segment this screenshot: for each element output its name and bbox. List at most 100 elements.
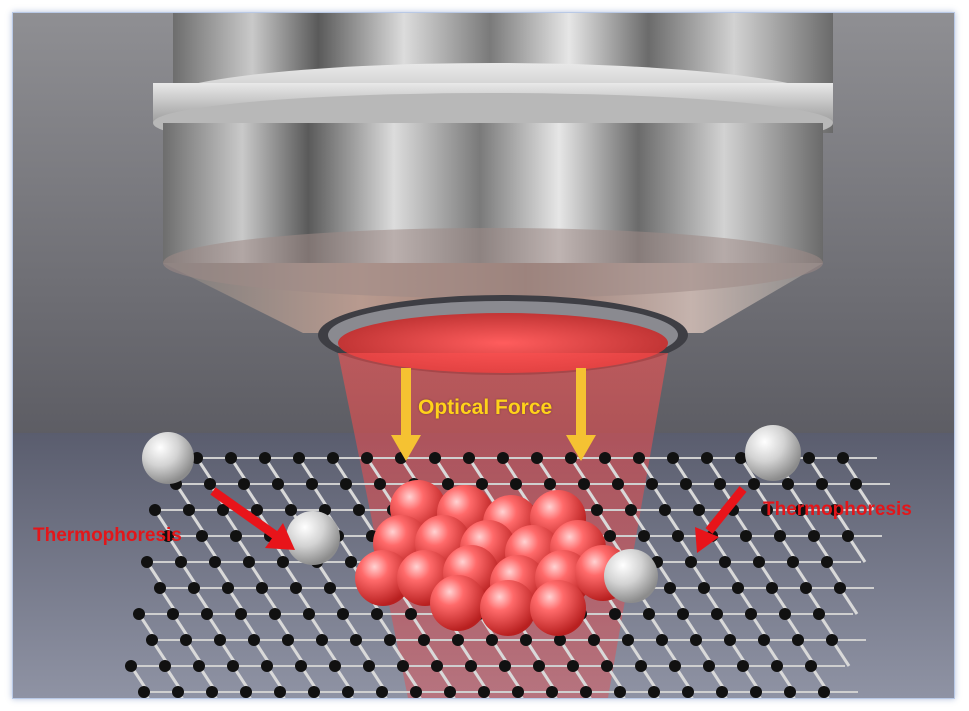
carbon-atom bbox=[327, 452, 339, 464]
carbon-atom bbox=[478, 686, 490, 698]
free-particle bbox=[142, 432, 194, 484]
carbon-atom bbox=[795, 504, 807, 516]
carbon-atom bbox=[714, 478, 726, 490]
carbon-atom bbox=[546, 686, 558, 698]
trapped-particle bbox=[530, 580, 586, 636]
carbon-atom bbox=[659, 504, 671, 516]
carbon-atom bbox=[635, 660, 647, 672]
carbon-atom bbox=[476, 478, 488, 490]
carbon-atom bbox=[648, 686, 660, 698]
carbon-atom bbox=[808, 530, 820, 542]
carbon-atom bbox=[837, 452, 849, 464]
carbon-atom bbox=[350, 634, 362, 646]
trapped-particle bbox=[430, 575, 486, 631]
carbon-atom bbox=[274, 686, 286, 698]
thermophoresis-label-left: Thermophoresis bbox=[33, 525, 182, 546]
carbon-atom bbox=[782, 478, 794, 490]
carbon-atom bbox=[376, 686, 388, 698]
carbon-atom bbox=[290, 582, 302, 594]
carbon-atom bbox=[737, 660, 749, 672]
carbon-atom bbox=[680, 478, 692, 490]
carbon-atom bbox=[614, 686, 626, 698]
carbon-atom bbox=[293, 452, 305, 464]
carbon-atom bbox=[690, 634, 702, 646]
carbon-atom bbox=[141, 556, 153, 568]
carbon-atom bbox=[306, 478, 318, 490]
optical-force-arrow-left bbox=[391, 368, 421, 461]
carbon-atom bbox=[431, 660, 443, 672]
carbon-atom bbox=[588, 634, 600, 646]
carbon-atom bbox=[217, 504, 229, 516]
carbon-atom bbox=[175, 556, 187, 568]
carbon-atom bbox=[405, 608, 417, 620]
carbon-atom bbox=[520, 634, 532, 646]
carbon-atom bbox=[251, 504, 263, 516]
carbon-atom bbox=[711, 608, 723, 620]
carbon-atom bbox=[554, 634, 566, 646]
carbon-atom bbox=[771, 660, 783, 672]
carbon-atom bbox=[510, 478, 522, 490]
carbon-atom bbox=[703, 660, 715, 672]
carbon-atom bbox=[622, 634, 634, 646]
carbon-atom bbox=[724, 634, 736, 646]
scene-illustration bbox=[13, 13, 954, 698]
carbon-atom bbox=[633, 452, 645, 464]
carbon-atom bbox=[418, 634, 430, 646]
carbon-atom bbox=[842, 530, 854, 542]
carbon-atom bbox=[340, 478, 352, 490]
carbon-atom bbox=[303, 608, 315, 620]
carbon-atom bbox=[374, 478, 386, 490]
carbon-atom bbox=[591, 504, 603, 516]
carbon-atom bbox=[818, 686, 830, 698]
carbon-atom bbox=[656, 634, 668, 646]
carbon-atom bbox=[486, 634, 498, 646]
carbon-atom bbox=[209, 556, 221, 568]
carbon-atom bbox=[533, 660, 545, 672]
carbon-atom bbox=[784, 686, 796, 698]
carbon-atom bbox=[719, 556, 731, 568]
carbon-atom bbox=[826, 634, 838, 646]
carbon-atom bbox=[693, 504, 705, 516]
carbon-atom bbox=[643, 608, 655, 620]
trapped-particle bbox=[355, 550, 411, 606]
free-particle bbox=[286, 511, 340, 565]
carbon-atom bbox=[829, 504, 841, 516]
carbon-atom bbox=[625, 504, 637, 516]
carbon-atom bbox=[685, 556, 697, 568]
carbon-atom bbox=[698, 582, 710, 594]
carbon-atom bbox=[816, 478, 828, 490]
carbon-atom bbox=[821, 556, 833, 568]
carbon-atom bbox=[196, 530, 208, 542]
carbon-atom bbox=[167, 608, 179, 620]
carbon-atom bbox=[805, 660, 817, 672]
carbon-atom bbox=[269, 608, 281, 620]
carbon-atom bbox=[180, 634, 192, 646]
carbon-atom bbox=[308, 686, 320, 698]
carbon-atom bbox=[345, 556, 357, 568]
carbon-atom bbox=[774, 530, 786, 542]
carbon-atom bbox=[272, 478, 284, 490]
carbon-atom bbox=[384, 634, 396, 646]
optical-force-label: Optical Force bbox=[418, 396, 553, 419]
carbon-atom bbox=[204, 478, 216, 490]
carbon-atom bbox=[353, 504, 365, 516]
carbon-atom bbox=[580, 686, 592, 698]
carbon-atom bbox=[512, 686, 524, 698]
carbon-atom bbox=[206, 686, 218, 698]
carbon-atom bbox=[410, 686, 422, 698]
carbon-atom bbox=[162, 530, 174, 542]
carbon-atom bbox=[499, 660, 511, 672]
carbon-atom bbox=[277, 556, 289, 568]
carbon-atom bbox=[261, 660, 273, 672]
carbon-atom bbox=[191, 452, 203, 464]
carbon-atom bbox=[397, 660, 409, 672]
carbon-atom bbox=[750, 686, 762, 698]
carbon-atom bbox=[361, 452, 373, 464]
carbon-atom bbox=[732, 582, 744, 594]
optical-force-arrow-right bbox=[566, 368, 596, 461]
carbon-atom bbox=[612, 478, 624, 490]
carbon-atom bbox=[444, 686, 456, 698]
free-particle bbox=[604, 549, 658, 603]
carbon-atom bbox=[669, 660, 681, 672]
carbon-atom bbox=[243, 556, 255, 568]
